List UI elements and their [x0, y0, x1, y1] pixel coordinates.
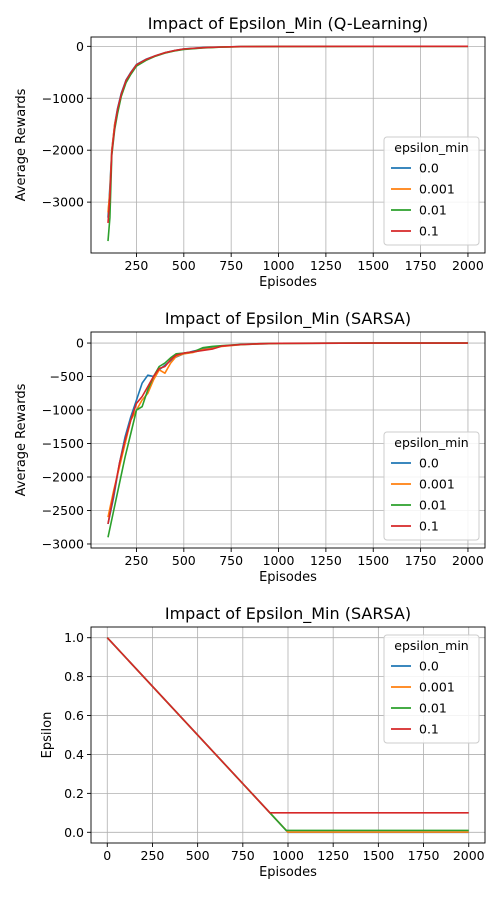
y-tick-label: 0.2 [64, 786, 84, 801]
legend-entry: 0.01 [419, 701, 447, 716]
x-axis-label: Episodes [259, 275, 317, 290]
x-tick-label: 1250 [310, 258, 342, 273]
y-tick-label: 0.8 [64, 669, 84, 684]
x-axis-label: Episodes [259, 865, 317, 880]
axes-frame [90, 331, 486, 549]
y-tick-label: 1.0 [64, 630, 84, 645]
chart-title: Impact of Epsilon_Min (Q-Learning) [148, 14, 429, 34]
axes-frame [90, 36, 486, 254]
legend-entry: 0.001 [419, 680, 455, 695]
legend-entry: 0.001 [419, 477, 455, 492]
x-tick-label: 1000 [263, 258, 295, 273]
x-tick-label: 1750 [408, 848, 440, 863]
x-axis-label: Episodes [259, 570, 317, 585]
x-tick-label: 750 [219, 258, 243, 273]
x-tick-label: 500 [172, 258, 196, 273]
y-tick-label: −1500 [42, 436, 84, 451]
y-axis-label: Average Rewards [14, 88, 29, 201]
chart-title: Impact of Epsilon_Min (SARSA) [165, 309, 411, 329]
x-tick-label: 2000 [453, 848, 485, 863]
chart-panel-1: 250 500 750 1000 1250 1500 1750 2000 −3000 −2000 −… [14, 14, 486, 290]
legend-title: epsilon_min [394, 638, 468, 653]
x-tick-label: 1000 [272, 848, 304, 863]
legend-box [383, 136, 480, 246]
y-axis-label: Epsilon [40, 712, 55, 759]
legend-entry: 0.001 [419, 182, 455, 197]
legend-entry: 0.0 [419, 161, 439, 176]
chart-panel-3: 0 250 500 750 1000 1250 1500 1750 2000 0.0 0.2 0.4 0… [40, 604, 486, 880]
legend-title: epsilon_min [394, 140, 468, 155]
y-tick-label: 0.4 [64, 747, 84, 762]
x-tick-label: 500 [186, 848, 210, 863]
legend-entry: 0.01 [419, 203, 447, 218]
y-tick-label: −2000 [42, 143, 84, 158]
legend-entry: 0.0 [419, 456, 439, 471]
legend-title: epsilon_min [394, 435, 468, 450]
x-tick-label: 500 [172, 553, 196, 568]
legend-entry: 0.0 [419, 659, 439, 674]
legend: epsilon_min 0.0 0.001 0.01 0.1 [383, 634, 480, 744]
legend: epsilon_min 0.0 0.001 0.01 0.1 [383, 136, 480, 246]
y-tick-label: −3000 [42, 195, 84, 210]
legend: epsilon_min 0.0 0.001 0.01 0.1 [383, 431, 480, 541]
y-tick-label: −1000 [42, 91, 84, 106]
x-tick-label: 2000 [452, 258, 484, 273]
legend-entry: 0.1 [419, 722, 439, 737]
x-tick-label: 1500 [362, 848, 394, 863]
x-tick-label: 250 [125, 258, 149, 273]
y-tick-label: −2500 [42, 503, 84, 518]
x-tick-label: 1250 [310, 553, 342, 568]
legend-entry: 0.1 [419, 224, 439, 239]
x-tick-label: 0 [103, 848, 111, 863]
legend-entry: 0.1 [419, 519, 439, 534]
y-tick-label: 0 [76, 39, 84, 54]
x-tick-label: 1500 [357, 258, 389, 273]
y-tick-label: −1000 [42, 403, 84, 418]
y-tick-label: −500 [50, 369, 84, 384]
x-tick-label: 1750 [405, 258, 437, 273]
y-tick-label: 0 [76, 336, 84, 351]
x-tick-label: 250 [125, 553, 149, 568]
y-tick-label: 0.0 [64, 825, 84, 840]
series-line-0.1 [106, 637, 469, 814]
series-line-0.1 [107, 342, 468, 525]
chart-panel-2: 250 500 750 1000 1250 1500 1750 2000 −3000 −2500 −… [14, 309, 486, 585]
y-tick-label: −3000 [42, 536, 84, 551]
x-tick-label: 1000 [263, 553, 295, 568]
y-axis-label: Average Rewards [14, 383, 29, 496]
x-tick-label: 1250 [317, 848, 349, 863]
legend-box [383, 634, 480, 744]
chart-title: Impact of Epsilon_Min (SARSA) [165, 604, 411, 624]
x-tick-label: 750 [219, 553, 243, 568]
x-tick-label: 2000 [452, 553, 484, 568]
x-tick-label: 250 [141, 848, 165, 863]
x-tick-label: 750 [231, 848, 255, 863]
y-tick-label: −2000 [42, 470, 84, 485]
legend-entry: 0.01 [419, 498, 447, 513]
legend-box [383, 431, 480, 541]
series-line-0.1 [107, 45, 468, 223]
y-tick-label: 0.6 [64, 708, 84, 723]
x-tick-label: 1500 [357, 553, 389, 568]
x-tick-label: 1750 [405, 553, 437, 568]
